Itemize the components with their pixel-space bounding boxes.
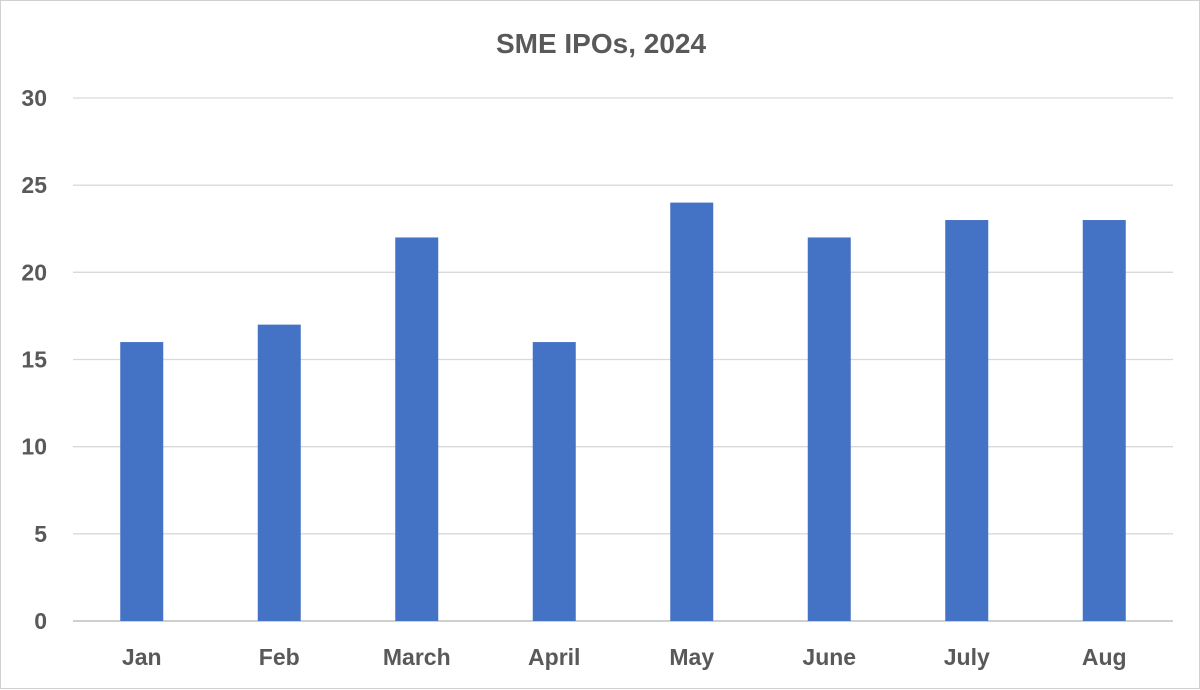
x-tick-label: Jan: [122, 644, 162, 670]
x-axis-tick-labels: Jan Feb March April May June July Aug: [122, 644, 1127, 670]
x-tick-label: Feb: [259, 644, 300, 670]
x-tick-label: July: [944, 644, 990, 670]
bar-may: [670, 202, 714, 621]
chart-title: SME IPOs, 2024: [496, 28, 707, 59]
y-tick-label: 0: [34, 608, 47, 634]
bar-aug: [1082, 220, 1126, 622]
bar-july: [945, 220, 989, 622]
y-tick-label: 10: [21, 434, 47, 460]
y-tick-label: 20: [21, 259, 47, 285]
y-axis-tick-labels: 0 5 10 15 20 25 30: [21, 85, 47, 634]
bar-april: [532, 342, 576, 621]
bar-march: [395, 237, 439, 621]
y-tick-label: 5: [34, 521, 47, 547]
y-tick-label: 30: [21, 85, 47, 111]
gridlines: [73, 97, 1173, 622]
y-tick-label: 25: [21, 172, 47, 198]
x-tick-label: March: [383, 644, 451, 670]
y-tick-label: 15: [21, 347, 47, 373]
bar-jan: [120, 342, 164, 621]
bar-june: [807, 237, 851, 621]
x-tick-label: May: [669, 644, 714, 670]
x-tick-label: Aug: [1082, 644, 1127, 670]
bar-feb: [257, 324, 301, 621]
x-tick-label: June: [802, 644, 856, 670]
bars: [120, 202, 1126, 622]
x-tick-label: April: [528, 644, 580, 670]
